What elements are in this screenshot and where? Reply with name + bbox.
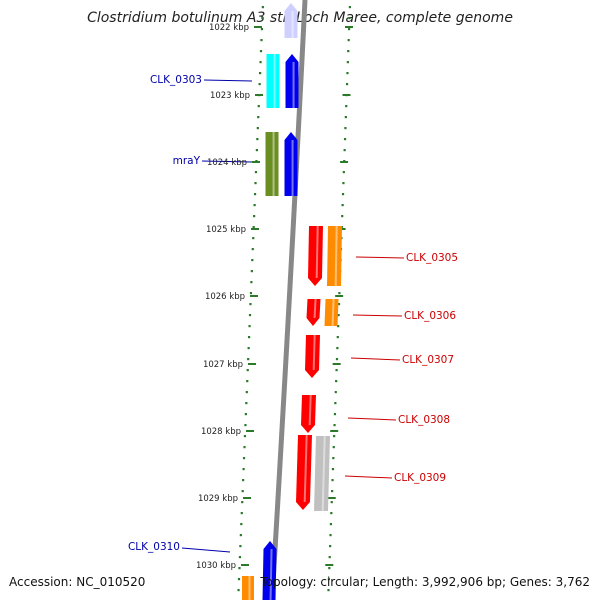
gene-label[interactable]: CLK_0310 xyxy=(128,541,180,553)
ruler-label: 1028 kbp xyxy=(201,427,241,437)
ruler-label: 1030 kbp xyxy=(196,561,236,571)
gene-label[interactable]: CLK_0303 xyxy=(150,74,202,86)
gene-feature-red[interactable] xyxy=(296,434,312,510)
ruler-label: 1027 kbp xyxy=(203,360,243,370)
gene-label[interactable]: CLK_0308 xyxy=(398,414,450,426)
gene-feature-orange[interactable] xyxy=(327,225,342,287)
gene-label-leader xyxy=(344,475,393,479)
ruler-label: 1024 kbp xyxy=(207,158,247,168)
gene-label[interactable]: CLK_0306 xyxy=(404,310,456,322)
ruler-labels: 1022 kbp 1023 kbp 1024 kbp 1025 kbp 1026 kbp… xyxy=(196,23,250,571)
gene-feature-cyan[interactable] xyxy=(266,54,280,108)
gene-label-leader xyxy=(203,79,253,82)
gene-feature-red[interactable] xyxy=(308,225,323,286)
gene-feature-red[interactable] xyxy=(306,298,321,326)
ruler-label: 1023 kbp xyxy=(210,91,250,101)
inner-dotted-guide xyxy=(237,6,264,592)
gene-label[interactable]: CLK_0305 xyxy=(406,252,458,264)
ruler-label: 1026 kbp xyxy=(205,292,245,302)
gene-feature-red[interactable] xyxy=(305,334,320,378)
gene-feature-blue[interactable] xyxy=(262,541,277,600)
map-title: Clostridium botulinum A3 str. Loch Maree… xyxy=(87,10,513,26)
genome-backbone xyxy=(269,0,308,600)
gene-feature-faded[interactable] xyxy=(284,3,298,38)
gene-label[interactable]: CLK_0309 xyxy=(394,472,446,484)
gene-label-leader xyxy=(347,417,397,421)
ruler-label: 1029 kbp xyxy=(198,494,238,504)
gene-feature-olive[interactable] xyxy=(265,132,279,196)
gene-feature-gray[interactable] xyxy=(314,435,330,512)
gene-feature-orange[interactable] xyxy=(242,576,254,600)
gene-label-leader xyxy=(201,160,253,163)
accession-text: Accession: NC_010520 xyxy=(9,575,146,589)
gene-feature-blue[interactable] xyxy=(284,132,298,196)
gene-feature-red[interactable] xyxy=(301,394,316,433)
gene-features xyxy=(242,3,342,600)
gene-label[interactable]: mraY xyxy=(173,155,201,167)
gene-labels: CLK_0303 mraY CLK_0305 CLK_0306 CLK_0307 CLK_… xyxy=(128,74,458,553)
gene-label-leader xyxy=(181,547,231,553)
gene-label-leader xyxy=(350,357,401,361)
gene-label-leader xyxy=(352,314,403,317)
gene-label[interactable]: CLK_0307 xyxy=(402,354,454,366)
ruler-label: 1022 kbp xyxy=(209,23,249,33)
outer-dotted-guide xyxy=(327,6,351,592)
gene-label-leader xyxy=(355,256,405,259)
gene-feature-orange[interactable] xyxy=(324,298,339,327)
gene-feature-blue[interactable] xyxy=(285,54,299,108)
topology-text: Topology: circular; Length: 3,992,906 bp… xyxy=(260,575,590,589)
ruler-label: 1025 kbp xyxy=(206,225,246,235)
